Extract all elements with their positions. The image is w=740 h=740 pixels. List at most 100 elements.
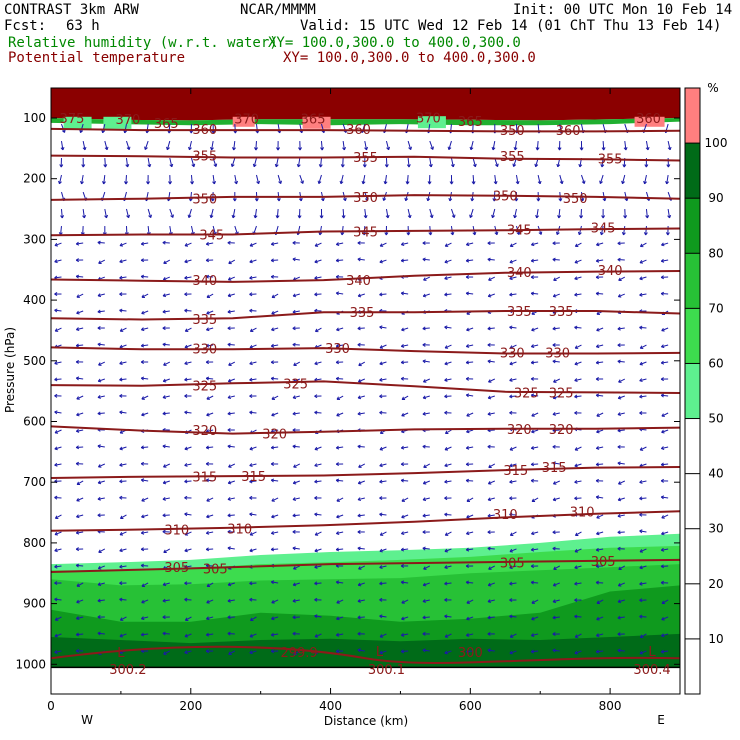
wind-head [471,181,476,185]
wind-shaft [444,650,452,654]
wind-vector [422,293,430,298]
wind-head [270,547,275,552]
wind-head [444,345,449,349]
wind-shaft [596,599,604,604]
wind-head [509,598,513,603]
wind-head [621,180,625,185]
wind-shaft [574,276,582,280]
wind-head [385,214,390,219]
wind-head [97,378,102,383]
wind-head [125,164,130,168]
wind-vector [271,310,279,315]
wind-vector [163,650,171,655]
wind-vector [270,649,279,654]
wind-head [617,513,621,518]
contour-label: 345 [507,224,532,239]
wind-head [487,395,492,400]
wind-shaft [531,497,539,502]
wind-vector [339,174,344,185]
wind-head [119,633,123,638]
wind-shaft [379,293,387,296]
wind-shaft [379,463,387,467]
wind-shaft [102,123,106,133]
colorbar-swatch [685,198,700,254]
wind-head [162,342,166,347]
wind-shaft [249,344,257,349]
wind-head [357,582,362,587]
wind-head [341,215,346,219]
wind-vector [336,497,344,502]
wind-vector [552,599,560,604]
wind-head [75,241,80,246]
wind-vector [205,649,214,654]
wind-head [119,617,124,621]
wind-vector [621,225,626,236]
wind-vector [357,240,365,245]
wind-vector [75,376,84,381]
wind-head [422,599,426,603]
wind-vector [639,614,647,619]
wind-vector [661,412,669,417]
wind-shaft [141,310,149,315]
wind-shaft [531,650,539,653]
wind-head [54,633,58,638]
wind-head [314,361,318,366]
wind-vector [249,344,257,349]
contour-label: 355 [192,150,217,165]
wind-shaft [531,446,539,449]
wind-shaft [336,599,344,604]
wind-head [639,276,643,281]
wind-shaft [574,650,582,654]
wind-head [466,531,470,536]
wind-vector [249,446,257,451]
colorbar-swatch [685,143,700,199]
wind-head [444,276,448,281]
wind-shaft [531,599,539,604]
wind-vector [205,258,214,263]
wind-shaft [314,411,322,414]
field2-xy: XY= 100.0,300.0 to 400.0,300.0 [283,50,536,66]
wind-vector [639,292,647,297]
wind-shaft [249,276,257,279]
wind-shaft [379,361,387,365]
wind-vector [271,616,279,621]
wind-shaft [444,326,452,329]
wind-vector [530,580,539,585]
wind-vector [491,208,496,219]
wind-shaft [552,360,560,363]
wind-shaft [336,633,344,636]
wind-vector [423,276,431,281]
wind-head [444,614,448,619]
wind-shaft [119,463,127,466]
wind-shaft [536,141,539,151]
wind-vector [466,514,474,519]
wind-shaft [97,395,105,398]
wind-shaft [250,616,257,621]
wind-head [639,480,643,484]
wind-shaft [119,633,127,637]
wind-head [184,328,189,332]
theta-contour-320 [50,425,681,435]
wind-head [379,512,383,517]
wind-shaft [466,429,474,433]
colorbar-label: 100 [705,136,728,150]
wind-vector [574,650,582,655]
wind-vector [400,547,409,552]
wind-head [491,146,496,151]
wind-vector [275,209,280,219]
wind-vector [314,275,322,280]
wind-vector [509,325,517,330]
wind-shaft [429,140,434,150]
wind-head [54,377,58,382]
wind-shaft [488,463,496,468]
wind-vector [270,274,279,279]
wind-head [530,633,535,638]
wind-head [487,444,491,449]
wind-head [487,513,491,518]
wind-vector [187,208,192,219]
wind-shaft [379,326,387,329]
wind-vector [487,342,495,347]
wind-head [140,478,145,483]
wind-shaft [126,140,130,150]
wind-head [76,497,80,502]
